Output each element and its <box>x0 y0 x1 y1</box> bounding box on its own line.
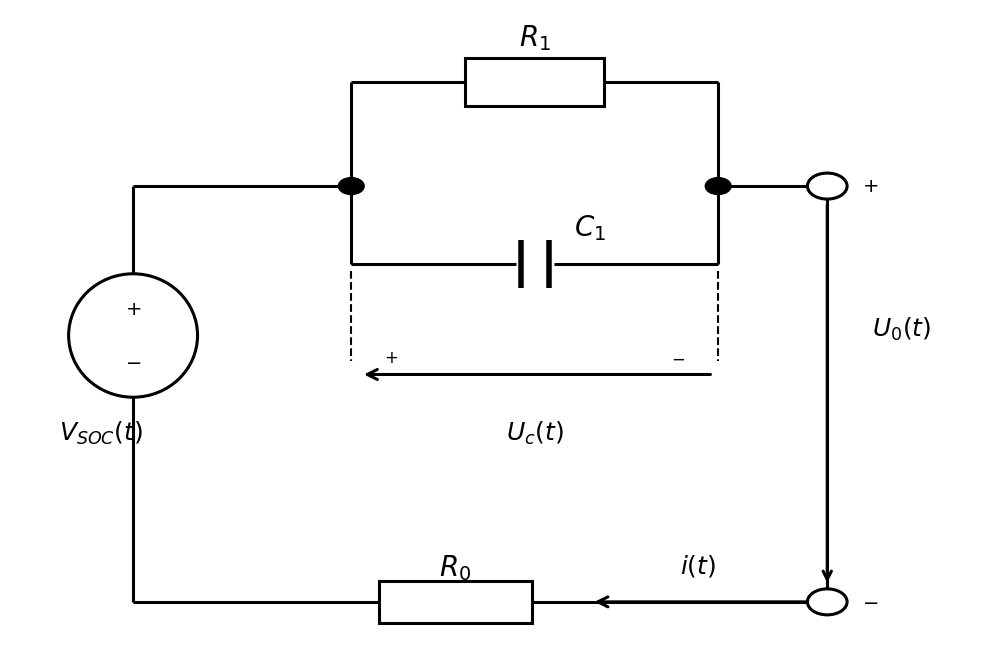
Text: $+$: $+$ <box>384 349 398 367</box>
Text: $+$: $+$ <box>125 300 141 319</box>
Text: $-$: $-$ <box>125 352 141 371</box>
Text: $-$: $-$ <box>671 349 686 367</box>
Text: $R_1$: $R_1$ <box>519 24 551 53</box>
Text: $i(t)$: $i(t)$ <box>680 553 716 579</box>
Circle shape <box>807 589 847 615</box>
Text: $C_1$: $C_1$ <box>574 213 606 243</box>
Text: $+$: $+$ <box>862 176 878 195</box>
Text: $U_c(t)$: $U_c(t)$ <box>506 420 564 447</box>
Circle shape <box>338 178 364 195</box>
Text: $V_{SOC}(t)$: $V_{SOC}(t)$ <box>59 420 143 447</box>
Bar <box>465 58 604 107</box>
Text: $R_0$: $R_0$ <box>439 553 472 583</box>
Circle shape <box>807 173 847 199</box>
Text: $U_0(t)$: $U_0(t)$ <box>872 315 931 343</box>
Bar <box>379 581 532 623</box>
Circle shape <box>705 178 731 195</box>
Text: $-$: $-$ <box>862 592 878 611</box>
